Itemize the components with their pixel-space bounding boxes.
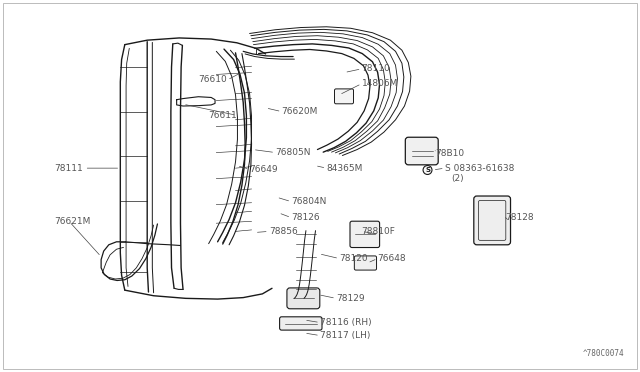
Text: S: S — [425, 167, 430, 173]
Text: 78117 (LH): 78117 (LH) — [320, 331, 371, 340]
Text: 76805N: 76805N — [275, 148, 310, 157]
FancyBboxPatch shape — [355, 256, 376, 270]
Text: 78120: 78120 — [339, 254, 368, 263]
Text: 78110: 78110 — [362, 64, 390, 73]
Text: 84365M: 84365M — [326, 164, 363, 173]
Text: 76611: 76611 — [208, 111, 237, 120]
Text: (2): (2) — [451, 174, 464, 183]
FancyBboxPatch shape — [474, 196, 511, 245]
Text: 78856: 78856 — [269, 227, 298, 236]
Text: 76620M: 76620M — [282, 107, 318, 116]
FancyBboxPatch shape — [287, 288, 320, 309]
Text: 78126: 78126 — [291, 213, 320, 222]
Text: 78B10: 78B10 — [435, 149, 465, 158]
FancyBboxPatch shape — [350, 221, 380, 247]
FancyBboxPatch shape — [280, 317, 322, 330]
Text: ^780C0074: ^780C0074 — [582, 349, 624, 358]
Text: 76649: 76649 — [250, 165, 278, 174]
Text: 76610: 76610 — [198, 76, 227, 84]
Text: 76804N: 76804N — [291, 197, 326, 206]
Text: 78810F: 78810F — [362, 227, 396, 236]
Text: 78116 (RH): 78116 (RH) — [320, 318, 372, 327]
Text: 78129: 78129 — [336, 294, 365, 303]
Circle shape — [423, 166, 432, 174]
Text: 14806M: 14806M — [362, 79, 398, 88]
Text: 78111: 78111 — [54, 164, 83, 173]
Text: 76621M: 76621M — [54, 217, 91, 226]
Text: 76648: 76648 — [378, 254, 406, 263]
Text: S 08363-61638: S 08363-61638 — [445, 164, 514, 173]
FancyBboxPatch shape — [335, 89, 353, 104]
Text: 78128: 78128 — [506, 213, 534, 222]
FancyBboxPatch shape — [405, 137, 438, 165]
